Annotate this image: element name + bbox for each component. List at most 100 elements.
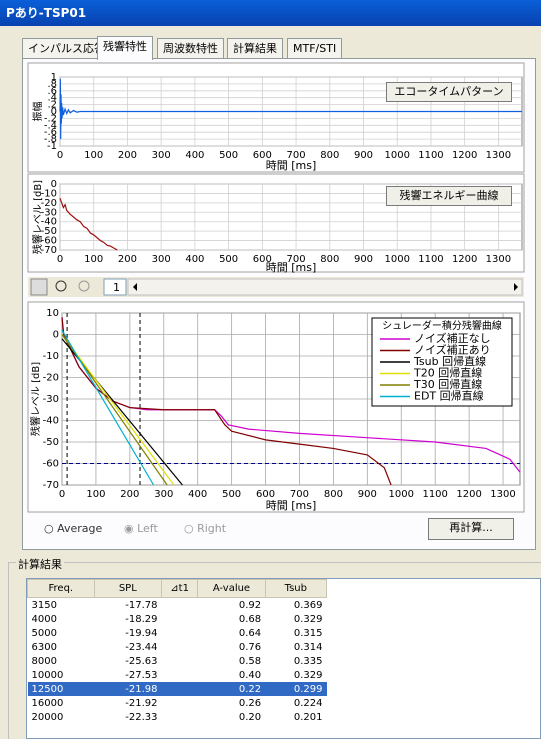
x-tick-label: 800 (324, 489, 343, 500)
x-tick-label: 900 (354, 150, 373, 161)
title-bar: Pあり-TSP01 (0, 0, 541, 26)
scrollbar[interactable] (127, 278, 523, 296)
group-title: 計算結果 (16, 556, 64, 572)
x-tick-label: 200 (118, 150, 137, 161)
cell: -21.92 (125, 697, 158, 709)
x-axis-label: 時間 [ms] (266, 499, 317, 512)
page-box[interactable] (103, 278, 127, 296)
cell: -22.33 (125, 711, 158, 723)
y-tick-label: .4 (47, 93, 57, 104)
cell: -18.29 (125, 613, 158, 625)
zoom-in[interactable] (55, 280, 67, 292)
y-tick-label: -60 (43, 459, 59, 470)
result-row[interactable]: 6300 -23.44 0.76 0.314 (28, 640, 327, 654)
y-tick-label: -40 (43, 416, 59, 427)
cell: 0.22 (197, 682, 266, 696)
x-tick-label: 300 (152, 150, 171, 161)
cell: 0.40 (238, 669, 262, 681)
y-tick-label: 0 (51, 179, 57, 190)
legend-label: ノイズ補正あり (414, 343, 491, 357)
cell (161, 668, 197, 682)
cell: 0.76 (238, 641, 262, 653)
y-tick-label: -40 (41, 217, 57, 228)
result-row[interactable]: 8000 -25.63 0.58 0.335 (28, 654, 327, 668)
result-row[interactable]: 5000 -19.94 0.64 0.315 (28, 626, 327, 640)
cell: 0.329 (293, 669, 323, 681)
x-tick-label: 1300 (490, 489, 515, 500)
y-tick-label: -30 (43, 394, 59, 405)
toolbar-icon[interactable] (30, 278, 48, 296)
y-axis-label: 振幅 (31, 102, 44, 122)
radio[interactable]: ◉ Left (124, 522, 158, 535)
radio-label: Average (57, 522, 103, 535)
tab[interactable]: 周波数特性 (157, 38, 224, 59)
zoom-out[interactable] (78, 280, 90, 292)
x-tick-label: 900 (354, 254, 373, 265)
x-tick-label: 300 (152, 254, 171, 265)
x-tick-label: 1100 (418, 150, 443, 161)
radio-label: Right (197, 522, 227, 535)
chart-button[interactable]: 残響エネルギー曲線 (386, 186, 512, 206)
y-axis-label: 残響レベル [dB] (29, 362, 42, 436)
result-row[interactable]: 3150 -17.78 0.92 0.369 (28, 598, 327, 613)
recalc-button[interactable]: 再計算... (428, 518, 514, 540)
x-tick-label: 800 (320, 254, 339, 265)
result-row[interactable]: 20000 -22.33 0.20 0.201 (28, 710, 327, 724)
cell: 0.224 (293, 697, 323, 709)
result-row[interactable]: 16000 -21.92 0.26 0.224 (28, 696, 327, 710)
cell (161, 682, 198, 696)
results-table: Freq. SPL ⊿t1 A-value Tsub 3150 -17.78 0.92 0.36… (27, 579, 328, 724)
cell: 3150 (31, 599, 57, 611)
cell: 8000 (31, 655, 57, 667)
series-line (61, 334, 175, 486)
cell (161, 640, 197, 654)
cell (161, 598, 197, 613)
cell: -19.94 (125, 627, 158, 639)
y-tick-label: -70 (41, 245, 57, 256)
cell: 0.369 (293, 599, 323, 611)
cell: -23.44 (125, 641, 158, 653)
cell: 0.299 (265, 682, 327, 696)
result-row[interactable]: 12500 -21.98 0.22 0.299 (27, 682, 327, 696)
series-line (59, 78, 522, 140)
x-tick-label: 300 (154, 489, 173, 500)
cell (161, 710, 197, 724)
tab[interactable]: MTF/STI (287, 38, 343, 59)
y-tick-label: .6 (47, 86, 57, 97)
tab[interactable]: インパルス応答 (22, 38, 111, 59)
cell (161, 626, 197, 640)
radio[interactable]: ○ Right (184, 522, 227, 535)
cell: 20000 (31, 711, 64, 723)
y-tick-label: -30 (41, 207, 57, 218)
radio[interactable]: ○ Average (44, 522, 103, 535)
y-axis-label: 残響レベル [dB] (31, 180, 44, 254)
y-tick-label: -1 (47, 141, 57, 152)
column-header: ⊿t1 (160, 579, 199, 598)
cell (161, 612, 197, 626)
x-tick-label: 200 (118, 254, 137, 265)
legend-label: ノイズ補正なし (414, 331, 491, 345)
radio-label: Left (137, 522, 158, 535)
y-tick-label: -.4 (44, 120, 57, 131)
result-row[interactable]: 4000 -18.29 0.68 0.329 (28, 612, 327, 626)
y-tick-label: -.8 (44, 134, 57, 145)
column-header: SPL (93, 579, 162, 598)
tab[interactable]: 計算結果 (227, 38, 283, 59)
y-tick-label: .2 (47, 100, 57, 111)
y-tick-label: 1 (51, 72, 57, 83)
series-line (61, 317, 392, 486)
legend-label: T20 回帰直線 (413, 366, 482, 380)
x-axis-label: 時間 [ms] (266, 159, 317, 172)
tab[interactable]: 残響特性 (97, 36, 153, 60)
x-tick-label: 500 (222, 489, 241, 500)
group-box (8, 562, 541, 739)
chart-button[interactable]: エコータイムパターン (386, 82, 512, 102)
cell: 0.92 (238, 599, 262, 611)
results-list[interactable]: Freq. SPL ⊿t1 A-value Tsub 3150 -17.78 0.92 0.36… (26, 578, 541, 739)
result-row[interactable]: 10000 -27.53 0.40 0.329 (28, 668, 327, 682)
cell: 0.335 (293, 655, 323, 667)
cell: 0.26 (238, 697, 262, 709)
cell: 10000 (31, 669, 64, 681)
